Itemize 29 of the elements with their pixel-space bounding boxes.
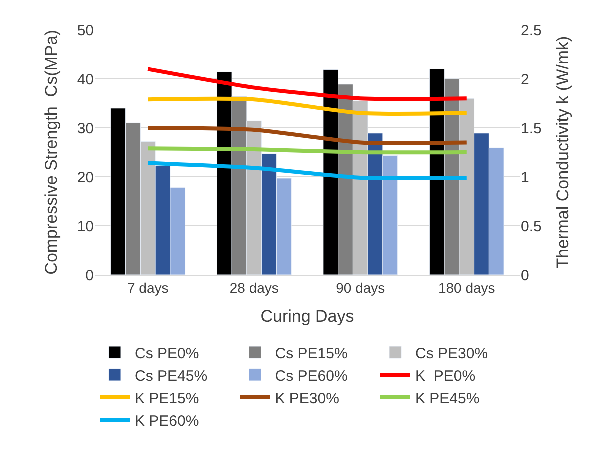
y-tick-label: 0 [86,267,94,284]
legend-label: K PE0% [416,368,476,385]
legend-label: K PE30% [275,390,340,408]
x-tick-label: 90 days [336,280,386,296]
y-tick-label: 50 [77,22,94,40]
legend-label: Cs PE60% [275,368,348,385]
legend-label: K PE45% [416,390,480,408]
y-tick-label: 40 [77,71,94,88]
x-tick-label: 28 days [230,280,279,296]
y-axis-title: Compressive Strength Cs(MPa) [42,30,61,275]
y2-tick-label: 0 [521,267,530,284]
y2-tick-label: 0.5 [521,218,542,236]
x-tick-label: 7 days [128,280,169,296]
y-tick-label: 20 [77,169,94,186]
legend-label: K PE15% [135,390,200,408]
y2-tick-label: 2.5 [521,22,542,40]
y2-tick-label: 1 [521,169,530,186]
legend-label: Cs PE45% [135,368,208,385]
y2-tick-label: 1.5 [521,120,542,138]
y-tick-label: 30 [77,120,94,138]
y-tick-label: 10 [77,218,94,236]
x-axis-title: Curing Days [260,307,354,326]
legend-label: Cs PE15% [275,345,348,362]
legend-label: K PE60% [135,412,200,430]
legend-label: Cs PE0% [135,345,200,362]
y2-axis-title: Thermal Conductivity k (W/mk) [553,36,572,269]
x-tick-label: 180 days [438,280,496,296]
legend-label: Cs PE30% [416,345,488,362]
y2-tick-label: 2 [521,71,530,88]
